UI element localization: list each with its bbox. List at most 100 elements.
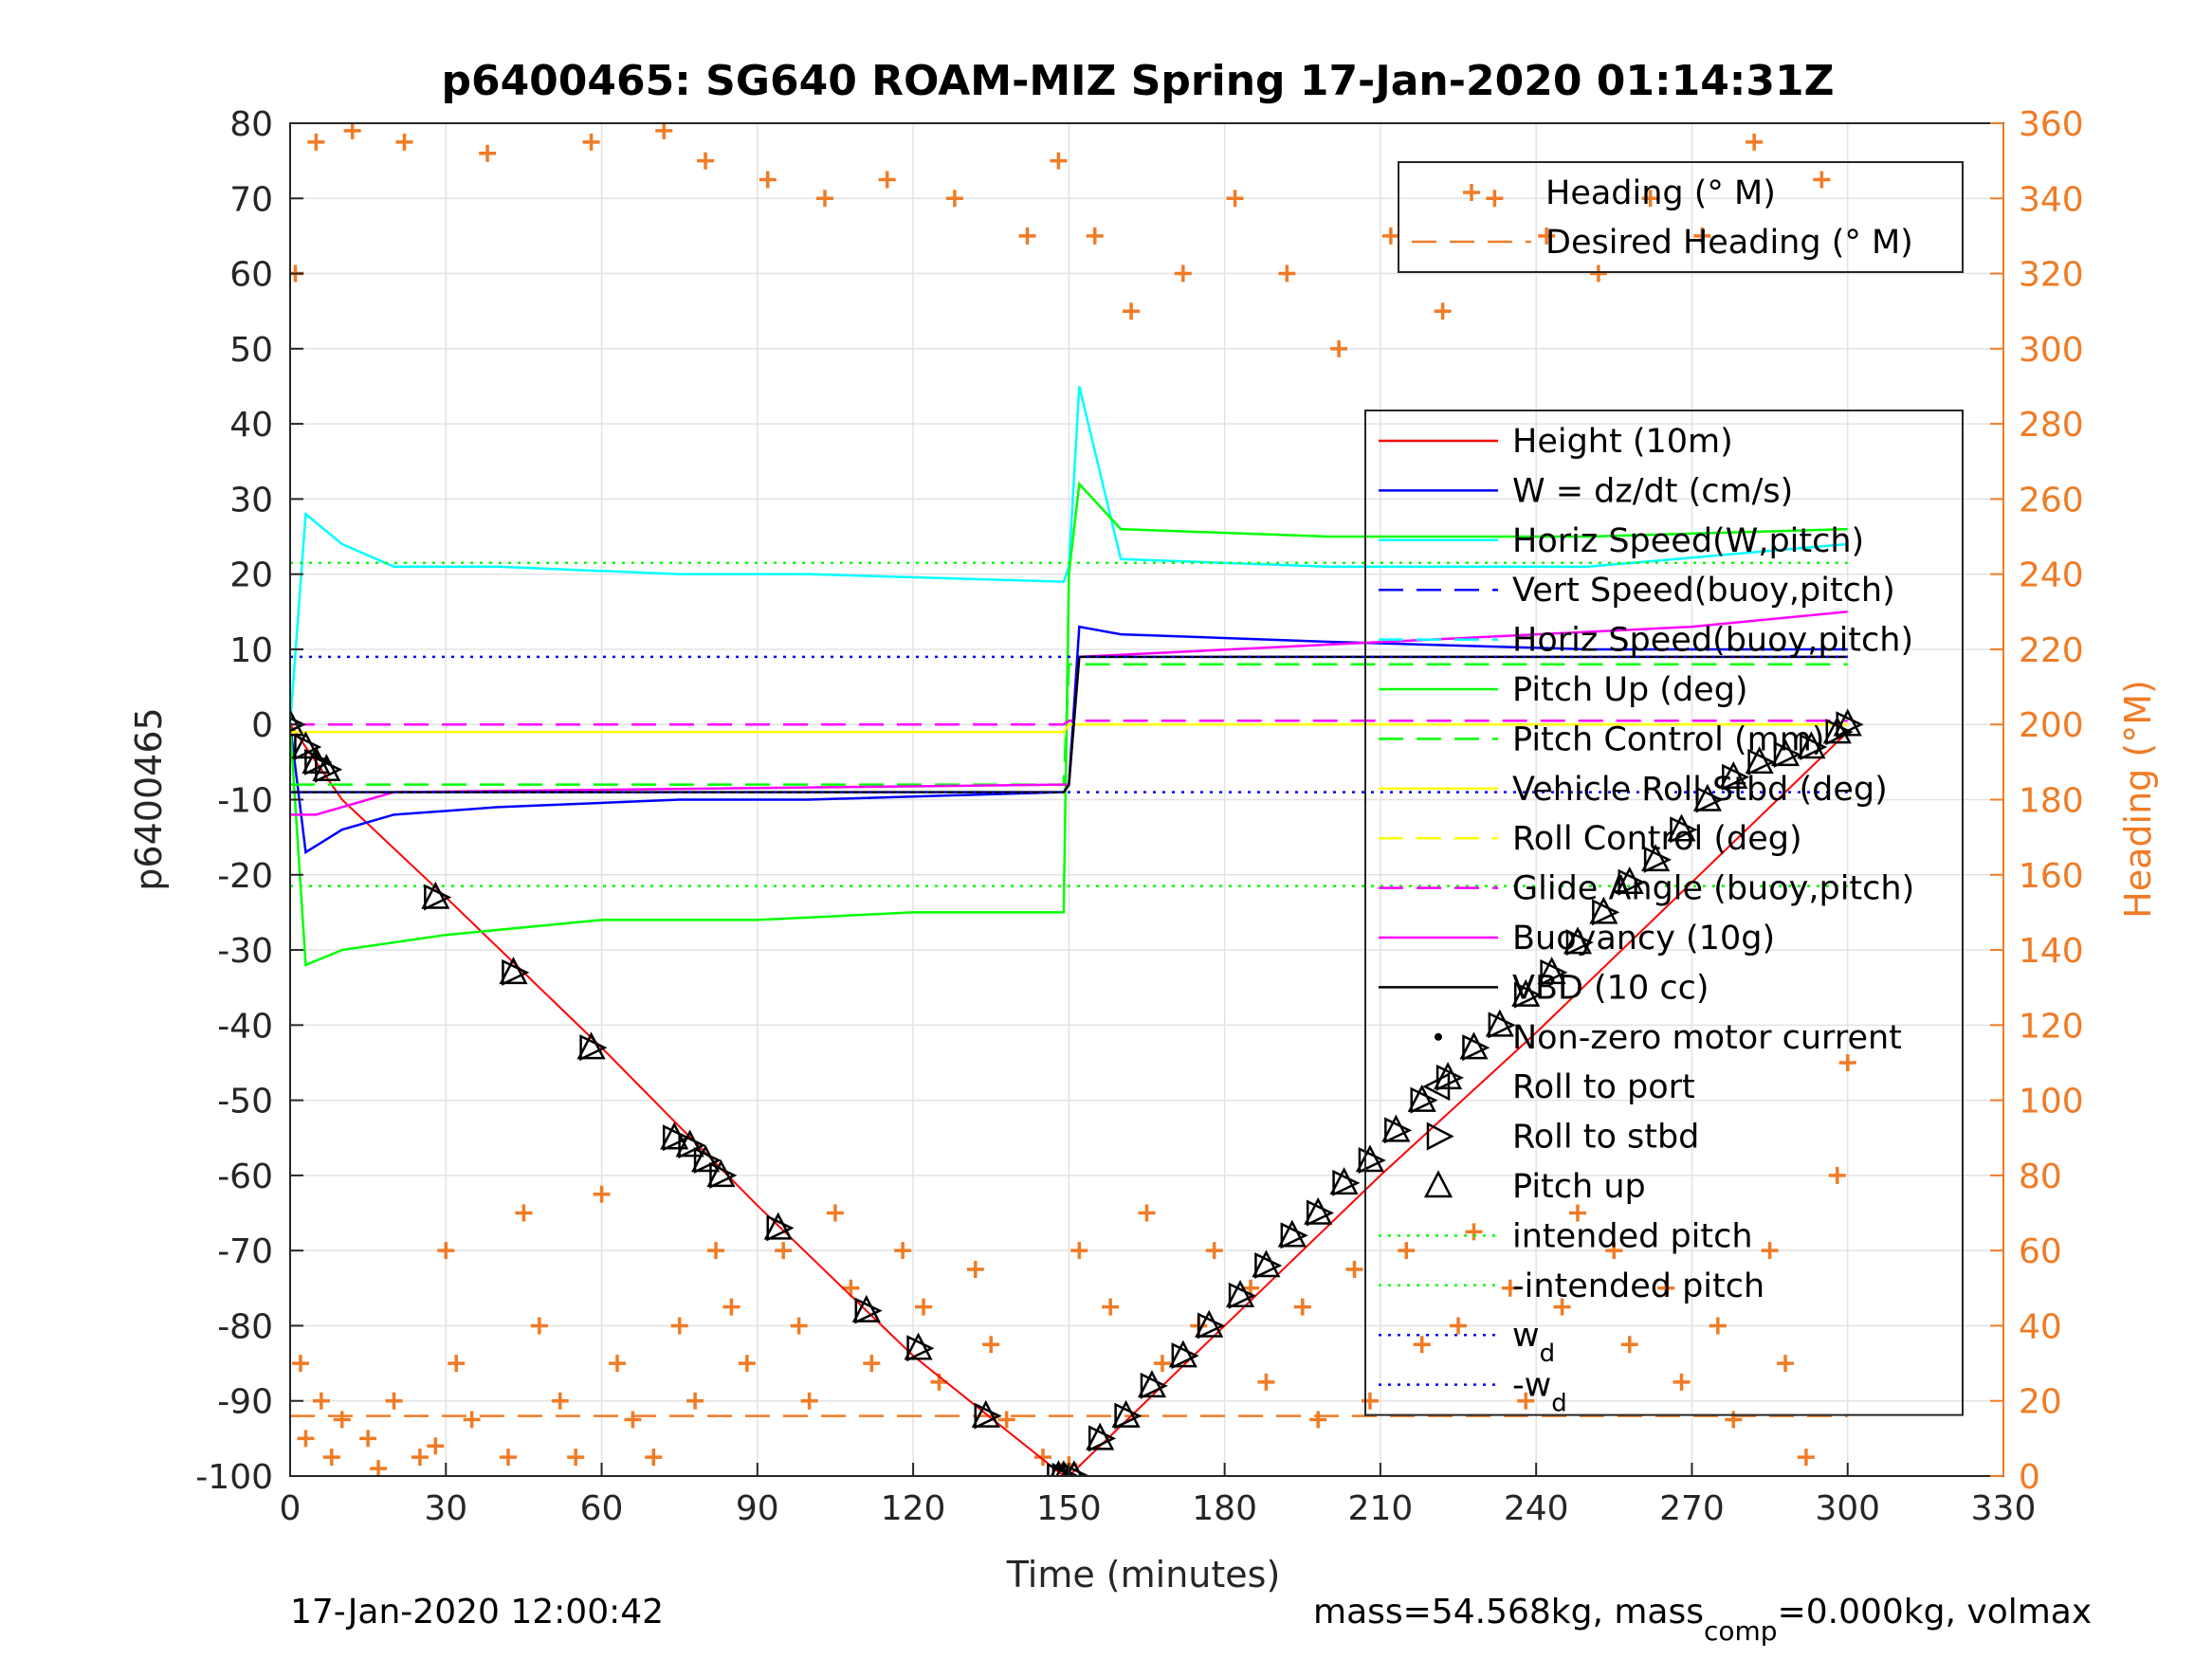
y-right-tick-label: 300 [2019,331,2084,370]
y-tick-label: -30 [217,932,273,971]
y-tick-label: 20 [229,556,273,595]
heading-point [738,1355,756,1373]
roll-stbd-marker [1088,1425,1117,1452]
pitch-up-marker [1407,1084,1436,1112]
y-tick-label: -80 [217,1307,273,1346]
heading-point [1486,190,1504,208]
series-height-10m [290,723,1849,1476]
y-tick-label: -20 [217,857,273,896]
y-right-tick-label: 200 [2019,706,2084,745]
legend-main: Height (10m) W = dz/dt (cm/s) Horiz Speed(… [1364,410,1964,1418]
pitch-up-marker [421,881,450,909]
legend-entry-label: Desired Heading (° M) [1545,224,1913,262]
series-w-dz-dt-cm-s [290,625,1848,855]
heading-point [395,133,413,151]
heading-point [479,144,497,162]
heading-point [448,1355,466,1373]
pitch-up-marker [1168,1340,1197,1368]
axes: 0 30 60 90 120 150 180 210 240 270 300 330-100-90-8… [195,105,2083,1528]
roll-stbd-marker [709,1161,738,1189]
y-tick-label: -70 [217,1232,273,1271]
heading-point [1138,1204,1156,1222]
heading-point [842,1279,860,1297]
y-tick-label: 30 [229,481,273,520]
heading-point [1381,227,1399,245]
roll-stbd-marker [1358,1147,1386,1175]
roll-stbd-marker [1332,1169,1361,1196]
heading-point [291,1355,309,1373]
roll-stbd-marker [1384,1117,1413,1144]
pitch-up-marker [1086,1422,1115,1450]
heading-point [997,1411,1015,1429]
y-right-tick-label: 60 [2019,1232,2062,1271]
y-tick-label: -90 [217,1383,273,1422]
heading-point [322,1449,340,1467]
heading-point [1123,302,1141,320]
heading-point [686,1392,704,1410]
y-tick-label: 10 [229,631,273,670]
x-tick-label: 0 [280,1489,302,1528]
series-horiz-speed-w-pitch [290,386,1848,725]
x-tick-label: 120 [881,1489,946,1528]
roll-stbd-marker [1488,1012,1516,1039]
x-tick-label: 90 [736,1489,779,1528]
roll-stbd-marker [294,734,322,760]
y-right-tick-label: 220 [2019,631,2084,670]
legend-swatch-dot [1435,1032,1442,1041]
heading-point [816,190,834,208]
heading-point [463,1411,481,1429]
pitch-up-marker [1797,731,1826,759]
heading-point [655,123,673,139]
y-right-tick-label: 120 [2019,1007,2084,1046]
pitch-up-marker [1137,1370,1167,1398]
heading-point [1050,152,1068,170]
roll-stbd-marker [693,1147,722,1175]
heading-point [1517,1392,1535,1410]
roll-stbd-marker [1140,1372,1168,1399]
roll-stbd-marker [1171,1342,1199,1370]
y-tick-label: -100 [195,1458,273,1497]
legend-entry-label: Heading (° M) [1545,174,1776,212]
pitch-up-marker [1304,1196,1333,1225]
heading-point [1086,227,1104,245]
pitch-up-marker [763,1212,793,1240]
roll-stbd-marker [1051,1463,1080,1476]
y-tick-label: 80 [229,105,273,144]
heading-point [1257,1373,1275,1391]
pitch-up-marker [1252,1249,1281,1278]
roll-stbd-marker [1670,816,1698,844]
x-tick-label: 60 [580,1489,624,1528]
heading-point [1605,1242,1623,1260]
roll-stbd-marker [290,717,306,733]
legend-entry-subscript: d [1551,1390,1567,1418]
heading-point [894,1242,912,1260]
pitch-up-marker [1226,1280,1255,1307]
y-right-tick-label: 240 [2019,556,2084,595]
x-axis-label: Time (minutes) [1006,1554,1281,1595]
heading-point [1797,1449,1815,1467]
x-tick-label: 210 [1348,1489,1414,1528]
heading-point [800,1392,818,1410]
legend-entry-subscript: d [1540,1340,1556,1368]
x-tick-label: 150 [1036,1489,1102,1528]
pitch-up-marker [1615,866,1644,894]
heading-point [1725,1411,1743,1429]
pitch-up-marker [1563,926,1593,955]
heading-point [645,1449,663,1467]
y-tick-label: -40 [217,1007,273,1046]
roll-stbd-marker [1228,1282,1256,1309]
legend-swatch-plus [1463,184,1480,201]
heading-point [1398,1242,1416,1260]
y-tick-label: 60 [229,256,273,295]
pitch-up-marker [851,1294,881,1322]
heading-point [1413,1336,1431,1354]
legend-entry-label: VBD (10 cc) [1512,969,1709,1007]
pitch-up-marker [1719,761,1748,789]
chart-title: p6400465: SG640 ROAM-MIZ Spring 17-Jan-2… [441,57,1834,105]
legend-entry-label: intended pitch [1512,1217,1753,1255]
pitch-up-marker [1055,1460,1072,1476]
footer-mass-b: =0.000kg, volmax [1778,1593,2093,1632]
heading-point [343,123,361,139]
x-tick-label: 300 [1815,1489,1880,1528]
